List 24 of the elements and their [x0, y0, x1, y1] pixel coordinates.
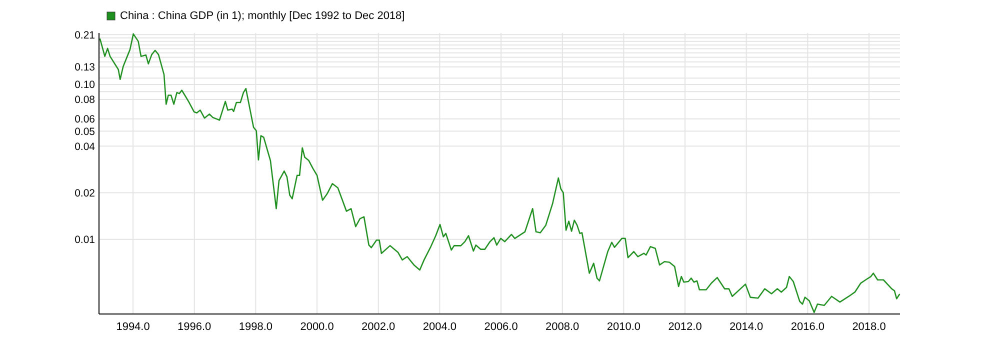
y-tick-label: 0.01 — [74, 234, 96, 246]
y-tick-label: 0.04 — [74, 140, 96, 153]
x-tick-label: 2014.0 — [730, 321, 764, 333]
y-tick-label: 0.06 — [74, 114, 96, 126]
y-tick-label: 0.08 — [74, 94, 96, 106]
x-tick-label: 2002.0 — [362, 321, 396, 333]
x-tick-label: 2000.0 — [300, 321, 334, 333]
x-tick-label: 2006.0 — [484, 321, 518, 333]
y-tick-label: 0.21 — [74, 29, 96, 42]
x-tick-label: 1996.0 — [178, 321, 212, 333]
x-tick-label: 2012.0 — [668, 321, 702, 333]
legend-label: China : China GDP (in 1); monthly [Dec 1992 to Dec 2018] — [120, 10, 405, 22]
x-tick-label: 2010.0 — [606, 321, 641, 333]
x-tick-label: 1998.0 — [238, 321, 273, 333]
y-tick-label: 0.05 — [74, 126, 96, 138]
y-tick-label: 0.10 — [74, 79, 96, 92]
x-tick-label: 2008.0 — [546, 321, 580, 333]
x-tick-label: 2016.0 — [790, 321, 825, 333]
line-series — [99, 33, 900, 314]
y-tick-label: 0.02 — [74, 187, 96, 200]
x-tick-label: 2018.0 — [852, 321, 886, 333]
y-tick-label: 0.13 — [74, 62, 96, 74]
x-tick-label: 2004.0 — [422, 321, 457, 333]
x-tick-label: 1994.0 — [116, 321, 150, 333]
